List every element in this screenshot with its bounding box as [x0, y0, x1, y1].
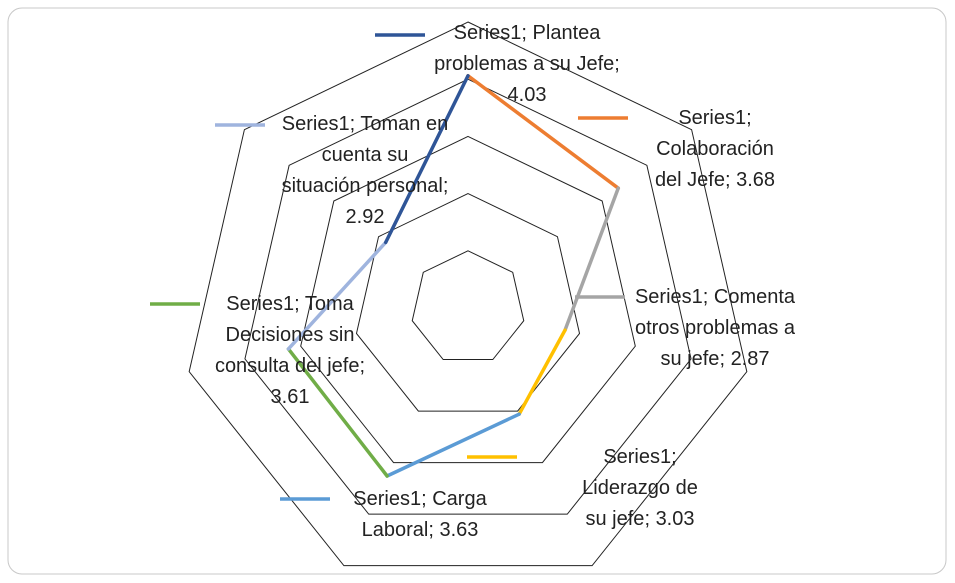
data-label: Series1; Toma Decisiones sin consulta de… — [214, 293, 366, 408]
radar-segment — [286, 240, 388, 351]
radar-segment — [563, 186, 621, 332]
grid-ring — [188, 21, 748, 567]
label-part: Series1 — [678, 107, 747, 129]
radar-segment — [385, 412, 521, 478]
data-label: Series1; Comenta otros problemas a su je… — [634, 286, 796, 370]
label-part: 4.03 — [507, 84, 547, 106]
label-part: 3.03 — [655, 508, 695, 530]
label-part: Plantea problemas a su Jefe — [434, 22, 615, 75]
data-label: Series1; Toman en cuenta su situación pe… — [281, 113, 449, 228]
label-part: Toma Decisiones sin consulta del jefe — [214, 293, 360, 377]
label-part: Series1 — [634, 286, 703, 308]
label-part: 3.63 — [439, 519, 479, 541]
card — [7, 7, 947, 575]
label-part: Series1 — [281, 113, 350, 135]
radar-segment — [517, 328, 567, 416]
grid-ring — [411, 250, 525, 361]
data-label: Series1; Colaboración del Jefe; 3.68 — [654, 107, 776, 191]
data-label: Series1; Liderazgo de su jefe; 3.03 — [582, 446, 698, 530]
label-part: Comenta otros problemas a su jefe — [634, 286, 796, 370]
label-part: Toman en cuenta su situación personal — [281, 113, 449, 197]
label-part: Carga Laboral — [361, 488, 487, 541]
data-label: Series1; Plantea problemas a su Jefe; 4.… — [434, 22, 620, 106]
label-part: Series1 — [226, 293, 295, 315]
label-part: Series1 — [453, 22, 522, 44]
grid-ring — [300, 135, 636, 464]
radar-segment — [286, 347, 389, 478]
radar-segment — [383, 74, 470, 245]
label-part: 2.87 — [730, 348, 770, 370]
label-part: Series1 — [353, 488, 422, 510]
label-part: Series1 — [603, 446, 672, 468]
label-part: 3.61 — [270, 386, 310, 408]
data-label: Series1; Carga Laboral; 3.63 — [353, 488, 487, 541]
label-part: 3.68 — [736, 169, 776, 191]
label-part: Liderazgo de su jefe — [582, 477, 698, 530]
label-part: Colaboración del Jefe — [654, 138, 774, 191]
radar-segment — [466, 74, 621, 190]
label-part: 2.92 — [345, 206, 385, 228]
grid-ring — [244, 78, 692, 515]
